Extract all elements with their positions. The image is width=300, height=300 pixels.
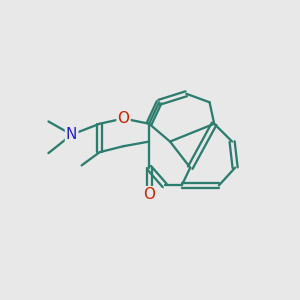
Text: N: N [66, 127, 77, 142]
Text: O: O [118, 111, 130, 126]
Text: O: O [143, 187, 155, 202]
